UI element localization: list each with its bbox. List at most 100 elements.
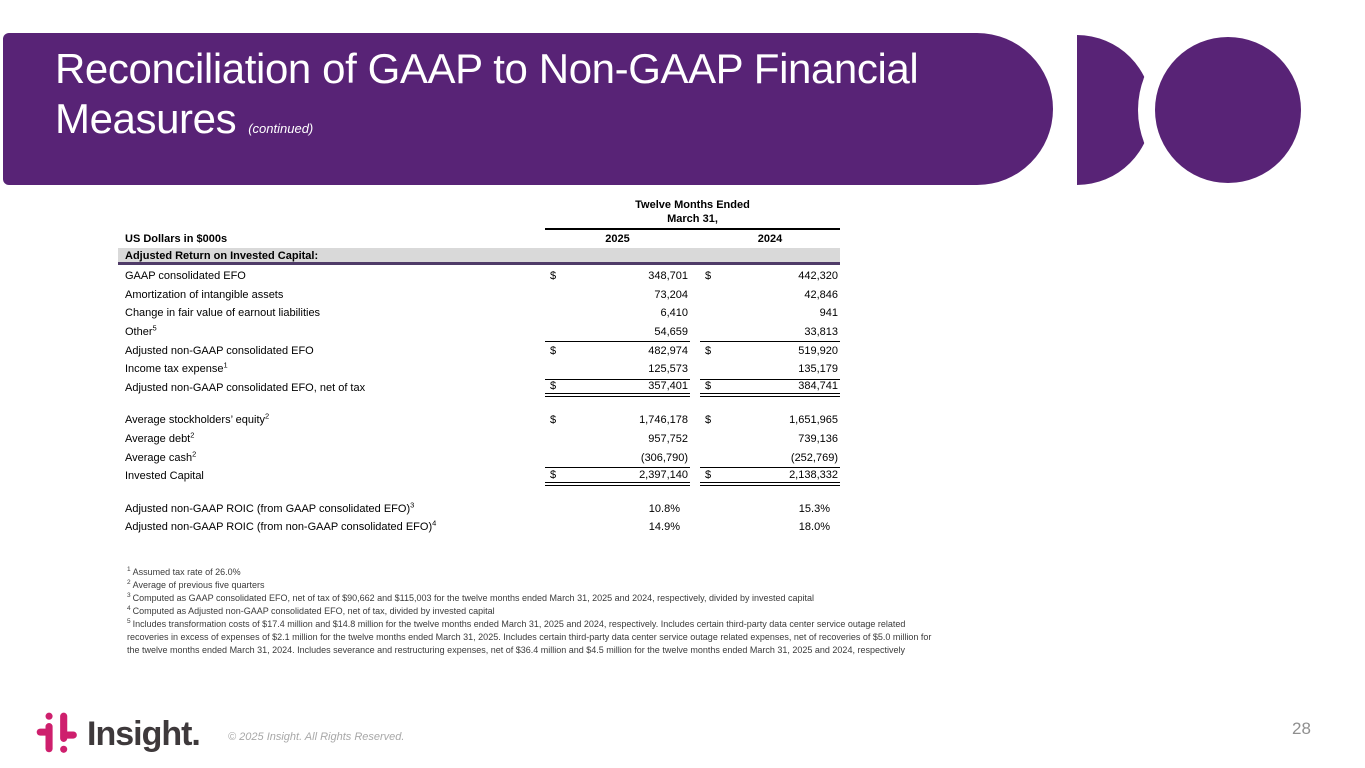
row-label-text: Adjusted non-GAAP ROIC (from GAAP consol… (125, 502, 411, 515)
footnote-number: 2 (127, 579, 131, 586)
row-label-footnote-ref: 1 (223, 360, 228, 370)
title-line2: Measures (continued) (55, 94, 918, 154)
crescent-shape (1077, 35, 1152, 185)
row-label-footnote-ref: 2 (192, 448, 197, 458)
row-label: Change in fair value of earnout liabilit… (118, 307, 545, 319)
footnotes: 1 Assumed tax rate of 26.0% 2 Average of pr… (127, 566, 1187, 657)
value-2025: 6,410 (660, 307, 688, 320)
footnote-text: recoveries in excess of expenses of $2.1… (127, 632, 932, 642)
value-2025: 482,974 (648, 345, 688, 358)
value-cell-2024: $442,320 (700, 267, 840, 286)
footnote-number: 4 (127, 605, 131, 612)
value-cell-2025: (306,790) (545, 448, 690, 467)
row-label: Income tax expense1 (118, 360, 545, 376)
value-cell-2025: $2,397,140 (545, 466, 690, 486)
table-row: Adjusted non-GAAP ROIC (from GAAP consol… (118, 500, 840, 519)
footnote-text: Includes transformation costs of $17.4 m… (132, 619, 906, 629)
table-row: Change in fair value of earnout liabilit… (118, 304, 840, 323)
table-row: Adjusted non-GAAP consolidated EFO, net … (118, 378, 840, 398)
insight-logo-mark (36, 712, 77, 753)
value-cell-2024: 18.0% (700, 518, 840, 537)
financial-table: Twelve Months Ended March 31, US Dollars… (118, 199, 840, 537)
value-cell-2024: 15.3% (700, 500, 840, 519)
title-line2-text: Measures (55, 95, 237, 142)
value-cell-2024: 135,179 (700, 360, 840, 379)
table-row: Average stockholders’ equity2 $1,746,178 $… (118, 411, 840, 430)
value-cell-2025: 14.9% (545, 518, 690, 537)
footnote-number: 1 (127, 566, 131, 573)
value-2024: 519,920 (798, 345, 838, 358)
table-row: Invested Capital $2,397,140 $2,138,332 (118, 466, 840, 486)
table-spacer-row (118, 397, 840, 411)
header-spacer (118, 199, 545, 230)
value-2024: (252,769) (790, 451, 838, 464)
table-spacer-row (118, 486, 840, 500)
title-line1: Reconciliation of GAAP to Non-GAAP Finan… (55, 45, 919, 92)
column-header-2025: 2025 (605, 233, 630, 245)
units-label: US Dollars in $000s (125, 233, 228, 245)
page-title: Reconciliation of GAAP to Non-GAAP Finan… (55, 44, 919, 154)
insight-logo: Insight. (36, 711, 201, 757)
value-2024: 2,138,332 (789, 468, 838, 481)
value-cell-2025: 957,752 (545, 430, 690, 449)
footnote: 1 Assumed tax rate of 26.0% (127, 566, 1187, 579)
period-header: Twelve Months Ended March 31, (545, 199, 840, 230)
row-label-text: Average debt (125, 433, 191, 446)
title-continued: (continued) (248, 121, 314, 136)
value-2025: 348,701 (648, 270, 688, 283)
row-label: Invested Capital (118, 470, 545, 482)
row-label-text: Other (125, 326, 153, 339)
dollar-sign: $ (550, 270, 557, 283)
value-cell-2025: $1,746,178 (545, 411, 690, 430)
value-2024: 18.0% (798, 521, 830, 534)
column-header-2024: 2024 (757, 233, 783, 245)
value-2024: 33,813 (804, 326, 838, 339)
value-2024: 42,846 (804, 288, 838, 301)
row-label-footnote-ref: 5 (152, 323, 157, 333)
row-label-footnote-ref: 2 (190, 430, 195, 440)
value-2024: 442,320 (798, 270, 838, 283)
table-row: Adjusted non-GAAP ROIC (from non-GAAP co… (118, 518, 840, 537)
footnote: 3 Computed as GAAP consolidated EFO, net … (127, 592, 1187, 605)
table-period-header-row: Twelve Months Ended March 31, (118, 199, 840, 230)
value-cell-2024: $519,920 (700, 341, 840, 360)
footnote-text: the twelve months ended March 31, 2024. … (127, 645, 905, 655)
footnote-number: 3 (127, 592, 131, 599)
table-row: GAAP consolidated EFO $348,701 $442,320 (118, 267, 840, 286)
section-header: Adjusted Return on Invested Capital: (118, 248, 840, 265)
value-2024: 941 (819, 307, 838, 320)
table-row: Income tax expense1 125,573 135,179 (118, 360, 840, 379)
value-2025: (306,790) (640, 451, 688, 464)
financial-table-rows: GAAP consolidated EFO $348,701 $442,320 Amo… (118, 265, 840, 537)
row-label-text: Income tax expense (125, 363, 224, 376)
row-label: GAAP consolidated EFO (118, 270, 545, 282)
table-column-header-row: US Dollars in $000s 2025 2024 (118, 230, 840, 248)
value-cell-2025: 125,573 (545, 360, 690, 379)
value-cell-2024: 941 (700, 304, 840, 323)
row-label-text: Invested Capital (125, 470, 204, 483)
value-cell-2024: 42,846 (700, 286, 840, 305)
value-cell-2024: $1,651,965 (700, 411, 840, 430)
row-label-footnote-ref: 2 (265, 411, 270, 421)
table-row: Adjusted non-GAAP consolidated EFO $482,9… (118, 341, 840, 360)
value-cell-2024: $384,741 (700, 378, 840, 398)
dollar-sign: $ (705, 414, 712, 427)
row-label: Other5 (118, 323, 545, 339)
footnote: 2 Average of previous five quarters (127, 579, 1187, 592)
value-2024: 135,179 (798, 363, 838, 376)
dollar-sign: $ (550, 345, 557, 358)
table-row: Other5 54,659 33,813 (118, 323, 840, 342)
value-cell-2025: 54,659 (545, 323, 690, 342)
value-cell-2024: $2,138,332 (700, 466, 840, 486)
dollar-sign: $ (705, 380, 712, 393)
dollar-sign: $ (550, 380, 557, 393)
value-2025: 10.8% (648, 502, 680, 515)
insight-logo-text: Insight. (87, 714, 201, 753)
value-cell-2025: 73,204 (545, 286, 690, 305)
value-2025: 957,752 (648, 433, 688, 446)
footnote: 5 Includes transformation costs of $17.4 … (127, 618, 1187, 657)
row-label-text: Average stockholders’ equity (125, 414, 266, 427)
value-cell-2024: 739,136 (700, 430, 840, 449)
footnote-number: 5 (127, 618, 131, 625)
